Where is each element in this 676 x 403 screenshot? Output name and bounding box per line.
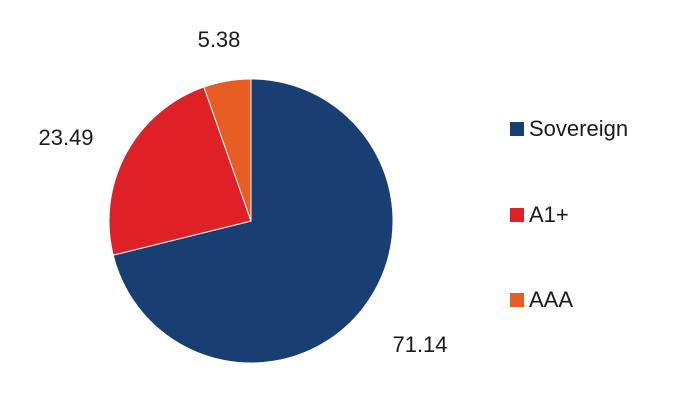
legend-item-a1plus: A1+ [510, 200, 569, 230]
legend-swatch-a1plus [510, 208, 524, 222]
legend-item-sovereign: Sovereign [510, 114, 628, 144]
legend-swatch-sovereign [510, 122, 524, 136]
data-label-2: 23.49 [38, 125, 93, 150]
legend-label-aaa: AAA [529, 287, 574, 312]
legend-item-aaa: AAA [510, 285, 573, 315]
legend-label-sovereign: Sovereign [529, 116, 629, 141]
pie-slice-aaa [203, 78, 252, 222]
data-label-3: 5.38 [198, 27, 241, 52]
pie-slice-a1plus [108, 86, 252, 256]
legend-swatch-aaa [510, 293, 524, 307]
pie-slice-sovereign [112, 78, 394, 364]
legend-label-a1plus: A1+ [529, 202, 569, 227]
data-label-1: 71.14 [392, 332, 447, 357]
